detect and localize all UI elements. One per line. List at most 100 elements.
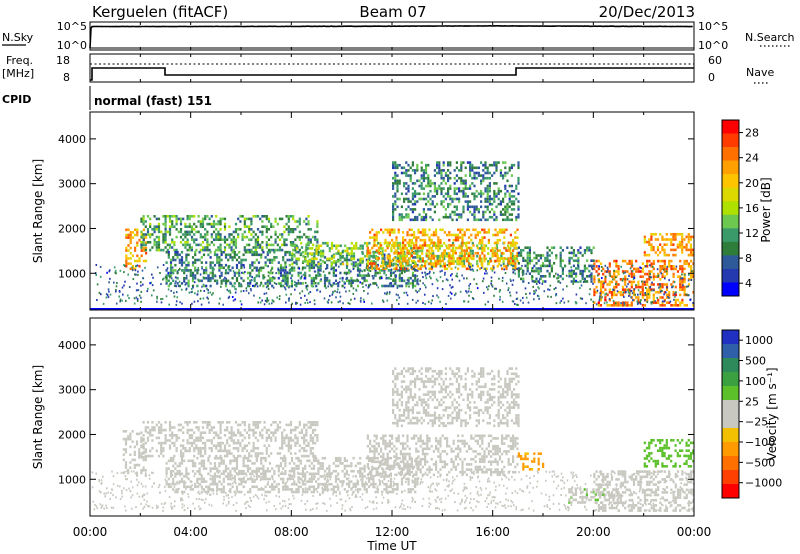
velocity-colorbar-swatch (722, 414, 739, 429)
axes-layer: 1000 2000 3000 4000 1000 2000 3000 4000 00:00 04:… (58, 22, 711, 539)
x-tick-label: 00:00 (73, 525, 108, 539)
velocity-colorbar-tick-label: −1000 (745, 477, 782, 490)
velocity-ytick-label: 3000 (58, 384, 86, 397)
velocity-colorbar-tick-label: −100 (745, 436, 775, 449)
power-colorbar-label: Power [dB] (759, 177, 773, 242)
velocity-colorbar-tick-label: −500 (745, 456, 775, 469)
x-tick-label: 20:00 (576, 525, 611, 539)
power-colorbar-swatch (722, 201, 739, 216)
velocity-colorbar-tick-label: 25 (745, 395, 759, 408)
velocity-echo-field (91, 367, 694, 512)
date-title: 20/Dec/2013 (599, 3, 695, 21)
power-colorbar-tick-label: 16 (745, 202, 759, 215)
power-colorbar-tick-label: 28 (745, 127, 759, 140)
power-y-axis-label: Slant Range [km] (31, 159, 45, 263)
power-echo-region (392, 161, 520, 222)
power-colorbar-swatch (722, 214, 739, 229)
power-colorbar-tick-label: 20 (745, 177, 759, 190)
power-colorbar: 28 24 20 16 12 8 4 (722, 120, 759, 297)
freq-trace (90, 67, 694, 81)
velocity-echo-region (593, 470, 694, 512)
cpid-value: normal (fast) 151 (94, 94, 212, 108)
velocity-colorbar-tick-label: 1000 (745, 334, 773, 347)
power-ytick-label: 1000 (58, 267, 86, 280)
freq-unit-label: [MHz] (2, 67, 34, 80)
x-tick-label: 00:00 (677, 525, 712, 539)
power-colorbar-swatch (722, 120, 739, 134)
velocity-colorbar-swatch (722, 400, 739, 415)
power-echo-field (94, 161, 694, 307)
cpid-label: CPID (2, 93, 31, 106)
power-colorbar-swatch (722, 160, 739, 175)
velocity-colorbar-swatch (722, 386, 739, 401)
power-ytick-label: 4000 (58, 133, 86, 146)
nsearch-label: N.Search (745, 31, 795, 44)
velocity-colorbar-swatch (722, 484, 739, 499)
nsky-tick-top: 10^5 (57, 20, 87, 33)
velocity-ytick-label: 2000 (58, 428, 86, 441)
power-ytick-label: 2000 (58, 222, 86, 235)
power-echo-region (643, 233, 694, 257)
velocity-colorbar-swatch (722, 470, 739, 485)
velocity-echo-region (366, 434, 519, 477)
velocity-echo-region (643, 439, 694, 468)
freq-label: Freq. (6, 54, 33, 67)
power-colorbar-tick-label: 4 (745, 277, 752, 290)
power-colorbar-swatch (722, 133, 739, 148)
power-colorbar-tick-label: 12 (745, 227, 759, 240)
velocity-echo-region (122, 430, 147, 477)
x-tick-label: 16:00 (475, 525, 510, 539)
nsearch-tick-bottom: 10^0 (698, 39, 728, 52)
velocity-colorbar-swatch (722, 372, 739, 387)
velocity-echo-region (140, 421, 319, 458)
power-colorbar-swatch (722, 174, 739, 188)
x-tick-label: 04:00 (173, 525, 208, 539)
velocity-ytick-label: 4000 (58, 339, 86, 352)
velocity-colorbar-swatch (722, 428, 739, 443)
velocity-colorbar-swatch (722, 358, 739, 373)
power-colorbar-tick-label: 8 (745, 252, 752, 265)
power-colorbar-swatch (722, 187, 739, 202)
velocity-echo-region (392, 367, 520, 428)
power-colorbar-swatch (722, 241, 739, 256)
velocity-ytick-label: 1000 (58, 473, 86, 486)
power-colorbar-frame (721, 119, 740, 297)
x-tick-label: 12:00 (375, 525, 410, 539)
nsky-tick-bottom: 10^0 (57, 39, 87, 52)
x-tick-label: 08:00 (274, 525, 309, 539)
power-colorbar-swatch (722, 255, 739, 270)
station-title: Kerguelen (fitACF) (92, 3, 228, 21)
nsky-trace (89, 24, 693, 49)
velocity-colorbar: 1000 500 100 25 −25 −100 −500 −1000 (722, 330, 782, 499)
power-ytick-label: 3000 (58, 178, 86, 191)
power-colorbar-tick-label: 24 (745, 152, 759, 165)
velocity-colorbar-swatch (722, 456, 739, 471)
power-colorbar-swatch (722, 228, 739, 243)
velocity-near-range-clutter (91, 470, 694, 512)
nsky-label: N.Sky (2, 31, 34, 44)
velocity-y-axis-label: Slant Range [km] (31, 365, 45, 469)
velocity-echo-region (517, 452, 545, 471)
beam-title: Beam 07 (359, 3, 426, 21)
power-colorbar-swatch (722, 282, 739, 297)
power-near-range-clutter (94, 264, 694, 306)
nave-label: Nave (746, 66, 774, 79)
velocity-colorbar-tick-label: −25 (745, 416, 768, 429)
nave-tick-bottom: 0 (708, 71, 715, 84)
velocity-colorbar-frame (721, 329, 740, 499)
freq-tick-bottom: 8 (63, 71, 70, 84)
x-axis-label: Time UT (366, 539, 417, 553)
power-echo-region (366, 228, 519, 271)
nave-tick-top: 60 (708, 54, 722, 67)
velocity-colorbar-tick-label: 100 (745, 375, 766, 388)
freq-tick-top: 18 (56, 54, 70, 67)
velocity-colorbar-swatch (722, 344, 739, 359)
velocity-colorbar-tick-label: 500 (745, 355, 766, 368)
nsearch-tick-top: 10^5 (698, 20, 728, 33)
power-colorbar-swatch (722, 147, 739, 161)
velocity-colorbar-swatch (722, 330, 739, 345)
velocity-colorbar-label: Velocity [m s⁻¹] (765, 367, 779, 460)
power-colorbar-swatch (722, 268, 739, 283)
velocity-colorbar-swatch (722, 442, 739, 457)
